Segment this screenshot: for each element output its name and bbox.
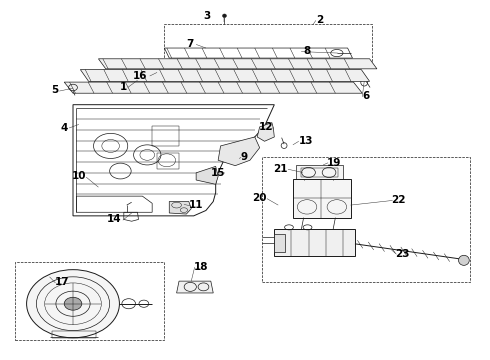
Text: 5: 5: [51, 85, 58, 95]
Polygon shape: [73, 105, 274, 216]
Text: 19: 19: [327, 158, 342, 168]
Polygon shape: [176, 281, 213, 293]
Text: 12: 12: [259, 122, 273, 132]
Polygon shape: [64, 82, 362, 93]
Polygon shape: [257, 123, 274, 141]
Text: 16: 16: [133, 71, 147, 81]
Text: 1: 1: [120, 82, 127, 92]
Circle shape: [26, 270, 120, 338]
Text: 21: 21: [273, 163, 288, 174]
Text: 13: 13: [299, 136, 313, 145]
Polygon shape: [98, 59, 377, 69]
Text: 7: 7: [186, 39, 194, 49]
Text: 11: 11: [189, 200, 203, 210]
Polygon shape: [80, 69, 369, 81]
Text: 2: 2: [316, 15, 323, 26]
Bar: [296, 165, 343, 180]
Text: 20: 20: [252, 193, 267, 203]
Text: 4: 4: [61, 123, 68, 133]
Bar: [301, 168, 338, 177]
Polygon shape: [196, 166, 218, 184]
Circle shape: [64, 297, 82, 310]
Polygon shape: [218, 137, 260, 166]
Text: 22: 22: [392, 195, 406, 205]
Bar: [274, 229, 355, 256]
Text: 9: 9: [240, 152, 247, 162]
Ellipse shape: [222, 14, 226, 18]
Bar: [274, 234, 285, 252]
Polygon shape: [164, 24, 372, 63]
Bar: [152, 126, 179, 146]
Ellipse shape: [459, 255, 469, 265]
Polygon shape: [15, 262, 164, 339]
Text: 23: 23: [395, 248, 410, 258]
Polygon shape: [262, 157, 470, 282]
Text: 14: 14: [107, 215, 122, 224]
Text: 18: 18: [194, 262, 208, 272]
Bar: [157, 153, 179, 169]
Bar: [293, 179, 350, 218]
Text: 6: 6: [362, 91, 369, 101]
Text: 8: 8: [304, 46, 311, 56]
Text: 15: 15: [211, 168, 225, 178]
Bar: [52, 330, 96, 338]
Text: 17: 17: [54, 277, 69, 287]
Text: 3: 3: [203, 11, 211, 21]
Text: 10: 10: [72, 171, 86, 181]
Polygon shape: [169, 202, 191, 214]
